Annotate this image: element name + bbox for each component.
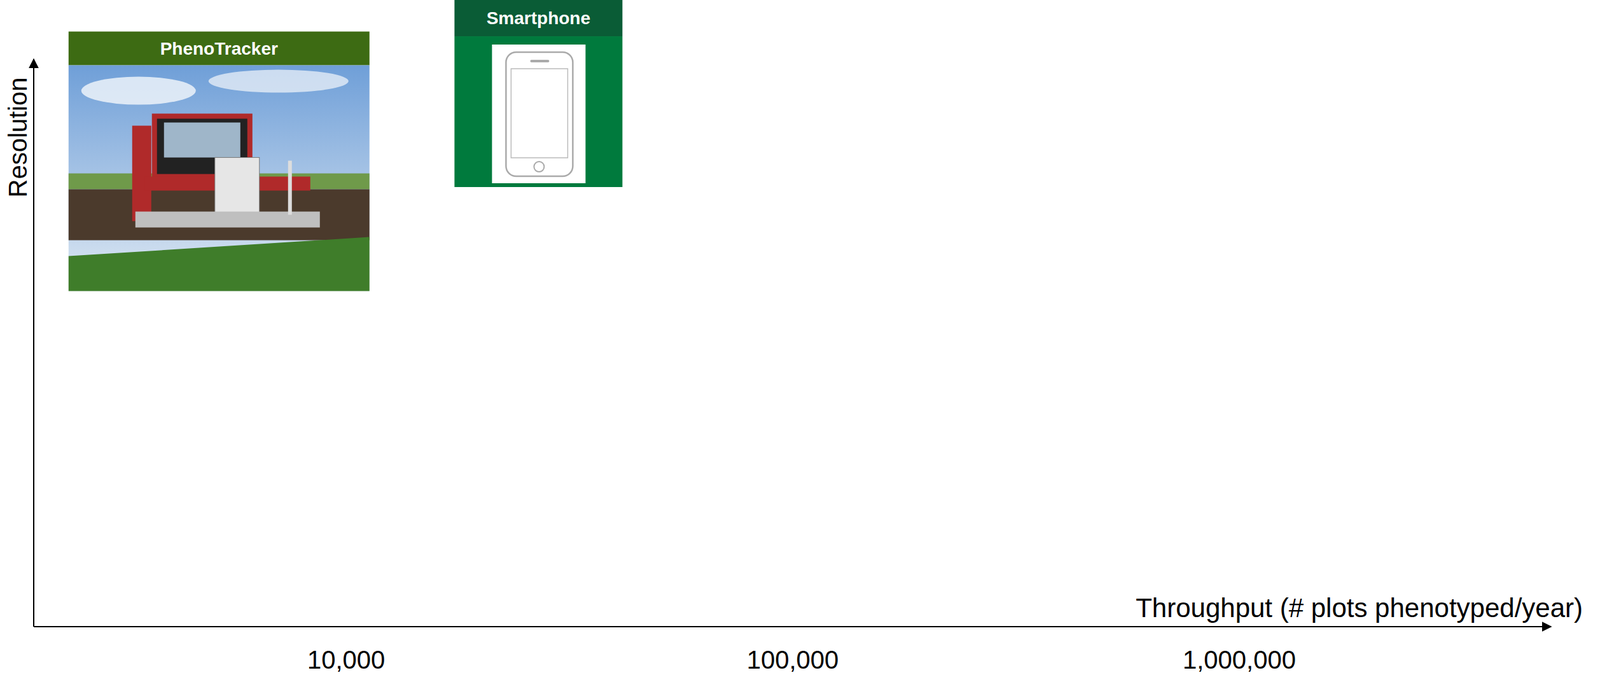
x-axis-line — [33, 626, 1552, 628]
x-tick: 1,000,000 — [1182, 626, 1296, 674]
phone-icon — [454, 36, 623, 188]
x-tick-label: 1,000,000 — [1182, 645, 1296, 674]
x-tick: 10,000 — [307, 626, 385, 674]
x-tick: 100,000 — [746, 626, 840, 674]
card-header — [454, 0, 623, 37]
card-title: PhenoTracker — [160, 38, 279, 59]
chart: 10,000 100,000 1,000,000 Throughput (# plot… — [0, 0, 1600, 675]
x-axis-title: Throughput (# plots phenotyped/year) — [1135, 592, 1583, 623]
card-titles: PhenoTracker Smartphone — [160, 8, 591, 59]
y-axis — [33, 59, 35, 627]
x-tick-label: 10,000 — [307, 645, 385, 674]
card — [454, 0, 623, 188]
card — [68, 31, 370, 292]
y-axis-title: Resolution — [3, 76, 32, 198]
marks — [68, 0, 623, 292]
y-axis-line — [33, 59, 35, 627]
x-tick-label: 100,000 — [746, 645, 840, 674]
card-header — [68, 31, 370, 66]
tractor-photo — [68, 65, 370, 292]
x-axis: 10,000 100,000 1,000,000 — [33, 626, 1552, 674]
card-title: Smartphone — [486, 8, 591, 28]
